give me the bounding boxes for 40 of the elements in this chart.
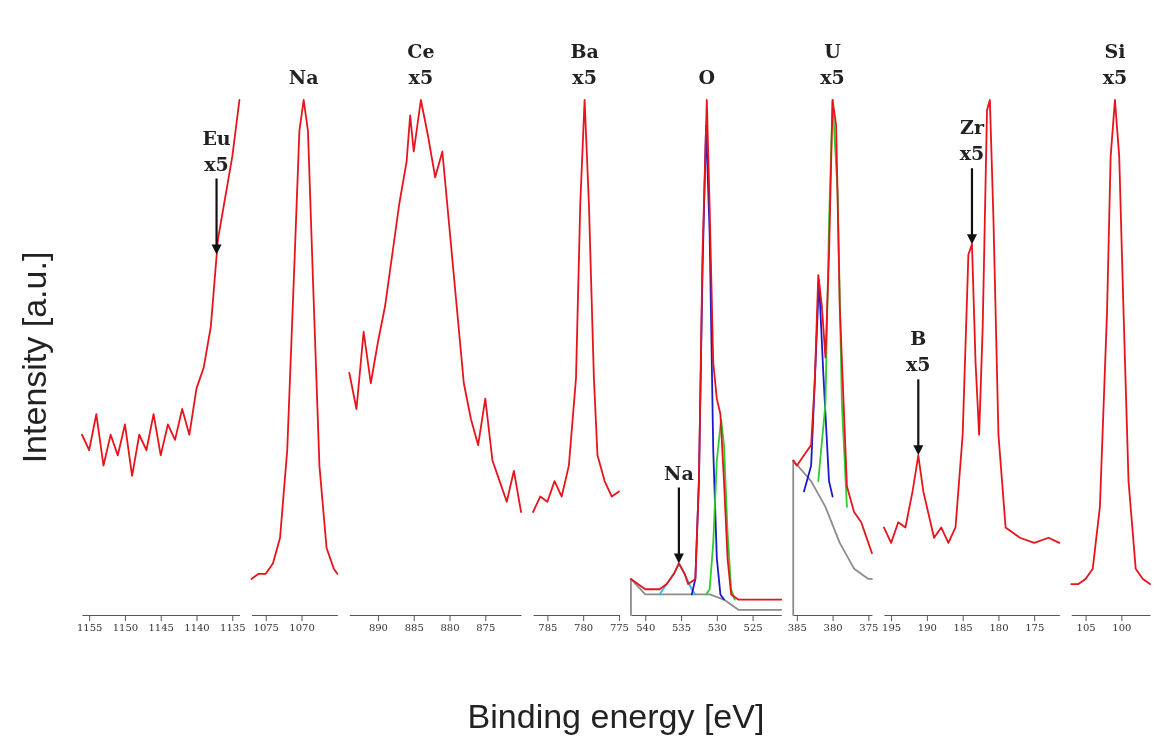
x-tick-label: 385 (787, 622, 807, 634)
annotation: Eu x5 (202, 126, 231, 175)
x-tick-label: 175 (1025, 622, 1045, 634)
annotation: B x5 (906, 327, 931, 376)
y-axis-title: Intensity [a.u.] (15, 251, 53, 464)
annotation: Si x5 (1102, 40, 1128, 88)
x-tick-label: 880 (440, 622, 460, 634)
x-tick-label: 1140 (184, 622, 210, 634)
annotation: Ba x5 (570, 40, 599, 88)
x-tick-label: 885 (404, 622, 424, 634)
x-tick-label: 1145 (148, 622, 174, 634)
x-tick-label: 1070 (289, 622, 315, 634)
x-tick-label: 535 (671, 622, 692, 634)
annotation: Na (288, 66, 319, 88)
x-axis-title: Binding energy [eV] (467, 697, 765, 735)
x-tick-label: 875 (476, 622, 496, 634)
x-tick-label: 380 (823, 622, 843, 634)
x-tick-label: 375 (859, 622, 879, 634)
x-tick-label: 190 (917, 622, 937, 634)
x-tick-label: 105 (1076, 622, 1096, 634)
annotation: Zr x5 (959, 116, 985, 165)
annotation: Na (664, 461, 694, 484)
annotation: Ce x5 (407, 40, 435, 88)
annotation: O (698, 66, 716, 88)
x-tick-label: 1075 (253, 622, 279, 634)
x-tick-label: 785 (538, 622, 558, 634)
x-tick-label: 100 (1112, 622, 1132, 634)
x-tick-label: 180 (989, 622, 1009, 634)
x-tick-label: 195 (882, 622, 902, 634)
x-tick-label: 540 (636, 622, 656, 634)
x-tick-label: 775 (609, 622, 629, 634)
x-tick-label: 1155 (76, 622, 103, 634)
x-tick-label: 525 (743, 622, 763, 634)
x-tick-label: 530 (707, 622, 727, 634)
x-tick-label: 780 (574, 622, 594, 634)
x-tick-label: 185 (953, 622, 973, 634)
x-tick-label: 890 (368, 622, 388, 634)
x-tick-label: 1150 (112, 622, 139, 634)
annotation: U x5 (820, 40, 845, 88)
x-tick-label: 1135 (220, 622, 246, 634)
